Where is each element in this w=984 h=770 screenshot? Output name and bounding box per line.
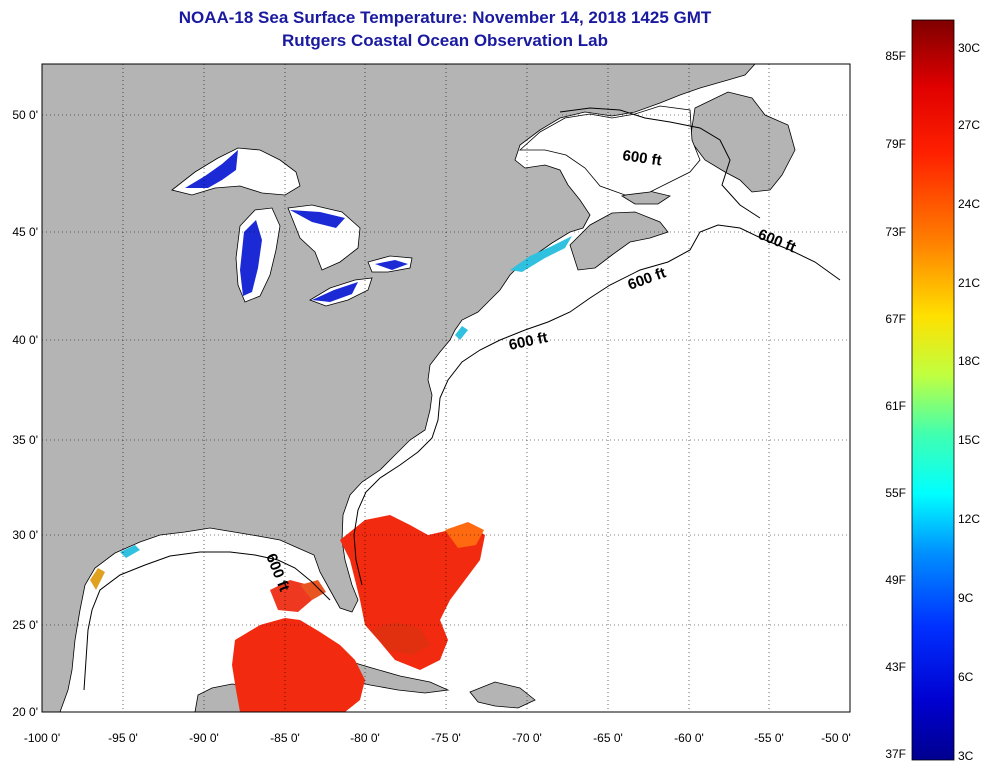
lon-label: -60 0' [674,731,704,745]
land-nova-scotia [569,211,669,271]
colorbar-c-label: 18C [958,354,980,368]
contour-label: 600 ft [621,147,662,169]
colorbar-c-label: 3C [958,749,974,763]
colorbar-c-label: 21C [958,276,980,290]
lake-temperature-pixels [185,150,408,302]
lon-label: -85 0' [270,731,300,745]
lat-label: 45 0' [12,225,38,239]
lon-label: -65 0' [593,731,623,745]
colorbar-f-label: 61F [885,399,906,413]
lon-label: -55 0' [754,731,784,745]
lon-label: -70 0' [512,731,542,745]
gulf-st-lawrence [518,105,701,196]
lat-label: 50 0' [12,108,38,122]
colorbar-f-label: 55F [885,486,906,500]
lat-label: 25 0' [12,618,38,632]
colorbar-f-label: 37F [885,747,906,761]
600ft-contour-ne [559,107,761,219]
colorbar-c-label: 6C [958,670,974,684]
colorbar-f-label: 85F [885,49,906,63]
lon-label: -75 0' [431,731,461,745]
lat-label: 40 0' [12,333,38,347]
lon-axis: -100 0' -95 0' -90 0' -85 0' -80 0' -75 … [24,731,851,745]
land-north-america [42,64,756,712]
colorbar-f-label: 49F [885,573,906,587]
600ft-contour [353,224,841,586]
warm-sst-pixels [232,515,485,712]
lon-label: -100 0' [24,731,60,745]
colorbar-f-label: 73F [885,225,906,239]
lon-label: -50 0' [821,731,851,745]
land-hispaniola [469,681,536,709]
coastal-cool-pixels [120,236,572,558]
colorbar-f-label: 79F [885,137,906,151]
colorbar-f-label: 43F [885,660,906,674]
lat-axis: 50 0' 45 0' 40 0' 35 0' 30 0' 25 0' 20 0… [12,108,38,719]
lon-label: -95 0' [108,731,138,745]
colorbar-c-label: 12C [958,512,980,526]
colorbar-c-label: 27C [958,118,980,132]
map-subtitle: Rutgers Coastal Ocean Observation Lab [282,31,608,50]
lon-label: -90 0' [189,731,219,745]
lat-label: 30 0' [12,528,38,542]
colorbar [911,19,955,761]
lat-label: 35 0' [12,433,38,447]
colorbar-c-label: 15C [958,433,980,447]
colorbar-c-label: 24C [958,197,980,211]
colorbar-c-label: 30C [958,41,980,55]
colorbar-c-label: 9C [958,591,974,605]
texas-coast-pixels [90,568,105,590]
600ft-contour-gulf [83,551,331,691]
map-frame [41,63,851,713]
colorbar-c-labels: 30C 27C 24C 21C 18C 15C 12C 9C 6C 3C [958,41,980,763]
lat-label: 20 0' [12,705,38,719]
colorbar-f-labels: 85F 79F 73F 67F 61F 55F 49F 43F 37F [885,49,906,761]
map-title: NOAA-18 Sea Surface Temperature: Novembe… [178,8,712,27]
graticule [42,64,850,712]
lon-label: -80 0' [350,731,380,745]
colorbar-f-label: 67F [885,312,906,326]
